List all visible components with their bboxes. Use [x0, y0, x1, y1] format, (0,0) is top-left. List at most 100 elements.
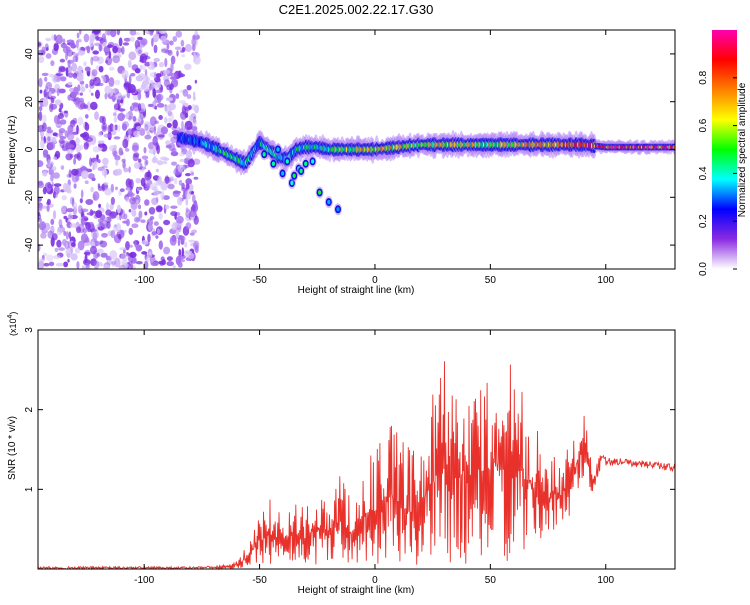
noise-blob	[137, 49, 142, 55]
noise-blob	[67, 72, 74, 78]
noise-blob	[75, 143, 81, 154]
noise-blob	[129, 251, 137, 258]
y-tick-label: 3	[24, 327, 35, 333]
noise-blob	[116, 30, 121, 36]
noise-blob	[190, 172, 195, 176]
noise-blob	[103, 181, 109, 185]
noise-blob	[184, 63, 192, 71]
noise-blob	[104, 52, 109, 56]
noise-blob	[192, 194, 196, 204]
noise-blob	[123, 37, 131, 42]
noise-blob	[85, 222, 91, 230]
noise-blob	[90, 258, 97, 267]
noise-blob	[131, 102, 139, 107]
snr-frame	[37, 329, 676, 570]
noise-blob	[138, 103, 142, 112]
noise-blob	[115, 186, 118, 191]
noise-blob	[139, 64, 143, 70]
noise-blob	[169, 235, 177, 246]
noise-blob	[125, 112, 129, 120]
snr-y-axis-label: SNR (10 * v/v)	[7, 416, 18, 480]
noise-blob	[181, 47, 186, 52]
noise-blob	[173, 78, 178, 84]
noise-blob	[56, 239, 62, 248]
noise-blob	[178, 179, 183, 186]
noise-blob	[122, 262, 129, 269]
noise-blob	[132, 154, 139, 162]
colorbar: 0.0 0.2 0.4 0.6 0.8 Normalized spectral ampl…	[698, 30, 748, 276]
noise-blob	[160, 126, 168, 135]
noise-blob	[133, 130, 141, 138]
noise-blob	[79, 144, 83, 151]
noise-blob	[84, 122, 90, 131]
noise-blob	[69, 119, 76, 128]
noise-blob	[112, 124, 116, 133]
x-tick-label: 0	[372, 275, 378, 286]
noise-blob	[59, 119, 67, 125]
noise-blob	[181, 182, 185, 190]
noise-blob	[53, 42, 59, 52]
noise-blob	[128, 74, 132, 85]
noise-blob	[139, 111, 147, 119]
noise-blob	[68, 169, 72, 178]
noise-blob	[149, 216, 155, 220]
noise-blob	[172, 119, 178, 129]
noise-blob	[164, 116, 168, 124]
noise-blob	[147, 233, 151, 243]
noise-blob	[90, 241, 96, 248]
noise-blob	[176, 50, 179, 57]
noise-blob	[107, 124, 112, 133]
noise-blob	[47, 141, 56, 150]
noise-blob	[66, 188, 72, 194]
noise-blob	[42, 97, 49, 107]
colorbar-ticks: 0.0 0.2 0.4 0.6 0.8	[698, 70, 737, 276]
noise-blob	[42, 170, 48, 177]
noise-blob	[112, 45, 118, 54]
noise-blob	[112, 55, 120, 64]
noise-blob	[103, 264, 110, 269]
noise-blob	[148, 207, 156, 215]
noise-blob	[155, 235, 159, 239]
noise-blob	[97, 248, 104, 254]
noise-blob	[158, 212, 163, 220]
noise-blob	[187, 105, 192, 110]
noise-blob	[47, 183, 54, 189]
noise-blob	[98, 203, 101, 209]
noise-blob	[60, 165, 65, 170]
noise-blob	[83, 142, 89, 150]
noise-blob	[144, 134, 152, 140]
noise-blob	[128, 209, 132, 213]
noise-blob	[58, 138, 65, 144]
noise-blob	[114, 257, 121, 268]
noise-blob	[106, 202, 109, 212]
noise-blob	[71, 62, 78, 72]
y-tick-label: 40	[24, 48, 35, 60]
noise-blob	[54, 99, 62, 106]
noise-blob	[81, 211, 85, 216]
noise-blob	[156, 206, 163, 211]
noise-blob	[96, 36, 103, 42]
noise-blob	[79, 92, 83, 96]
x-tick-label: -50	[252, 575, 267, 586]
ridge-core	[672, 145, 675, 149]
noise-blob	[157, 134, 165, 138]
noise-blob	[154, 76, 161, 83]
noise-blob	[180, 111, 187, 120]
noise-blob	[118, 264, 126, 269]
noise-blob	[45, 53, 52, 59]
noise-blob	[130, 72, 136, 77]
noise-blob	[188, 239, 195, 243]
noise-blob	[116, 215, 121, 220]
noise-blob	[97, 131, 103, 137]
noise-blob	[141, 155, 149, 160]
colorbar-tick-label: 0.2	[698, 214, 709, 228]
noise-blob	[80, 217, 85, 226]
noise-blob	[90, 186, 94, 193]
noise-blob	[180, 39, 185, 47]
noise-blob	[100, 252, 108, 258]
noise-blob	[92, 33, 95, 40]
noise-blob	[99, 219, 102, 229]
noise-blob	[95, 89, 100, 100]
noise-blob	[125, 148, 130, 152]
noise-blob	[81, 170, 89, 180]
